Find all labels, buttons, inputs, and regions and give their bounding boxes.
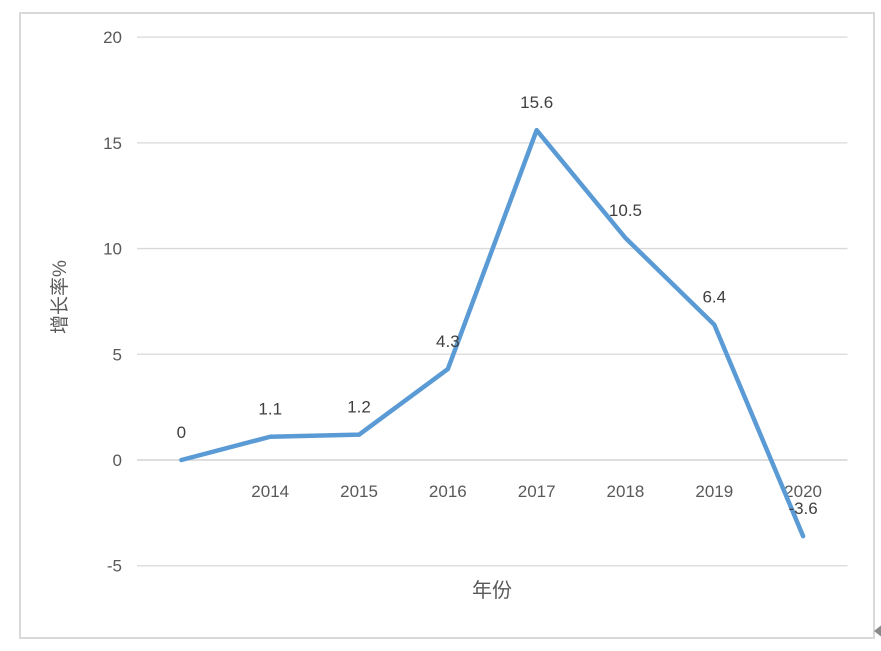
y-axis-title: 增长率% bbox=[49, 260, 71, 334]
y-axis-tick-label: -5 bbox=[107, 557, 122, 576]
y-axis-tick-label: 10 bbox=[103, 240, 122, 259]
x-axis-tick-label: 2020 bbox=[784, 482, 822, 501]
data-point-label: 1.2 bbox=[347, 398, 371, 417]
x-axis-tick-label: 2014 bbox=[251, 482, 289, 501]
x-axis-tick-labels: 2014 2015 2016 2017 2018 2019 2020 bbox=[251, 482, 822, 501]
gridlines bbox=[137, 36, 848, 567]
chart-area-border bbox=[19, 12, 875, 639]
data-point-label: 10.5 bbox=[609, 201, 642, 220]
data-labels: 0 1.1 1.2 4.3 15.6 10.5 6.4 -3.6 bbox=[177, 93, 818, 518]
x-axis-tick-label: 2017 bbox=[518, 482, 556, 501]
x-axis-tick-label: 2019 bbox=[695, 482, 733, 501]
y-axis-tick-labels: 20 15 10 5 0 -5 bbox=[103, 28, 122, 576]
scroll-left-arrow-icon[interactable] bbox=[874, 625, 881, 637]
x-axis-title: 年份 bbox=[472, 579, 512, 602]
series-line bbox=[179, 127, 806, 539]
data-point-label: -3.6 bbox=[788, 499, 817, 518]
data-point-label: 15.6 bbox=[520, 93, 553, 112]
y-axis-tick-label: 20 bbox=[103, 28, 122, 47]
y-axis-tick-label: 0 bbox=[113, 451, 122, 470]
y-axis-tick-label: 5 bbox=[113, 345, 122, 364]
y-axis-tick-label: 15 bbox=[103, 134, 122, 153]
data-point-label: 4.3 bbox=[436, 332, 460, 351]
x-axis-tick-label: 2016 bbox=[429, 482, 467, 501]
x-axis-tick-label: 2018 bbox=[607, 482, 645, 501]
data-point-label: 1.1 bbox=[258, 400, 282, 419]
data-point-label: 0 bbox=[177, 423, 186, 442]
data-point-label: 6.4 bbox=[702, 288, 726, 307]
x-axis-tick-label: 2015 bbox=[340, 482, 378, 501]
